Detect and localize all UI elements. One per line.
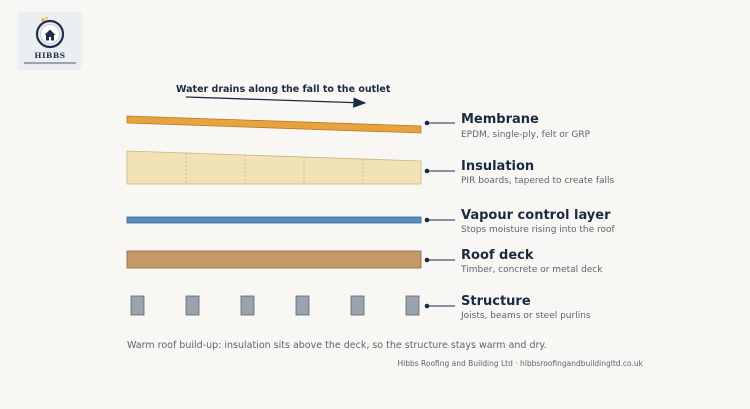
joist	[405, 295, 420, 316]
roof-deck-description: Timber, concrete or metal deck	[460, 265, 603, 275]
membrane-callout: Membrane EPDM, single-ply, felt or GRP	[424, 112, 591, 140]
roof-deck-layer	[126, 250, 422, 269]
joist	[185, 295, 200, 316]
deck-callout: Roof deck Timber, concrete or metal deck	[424, 248, 603, 275]
membrane-label: Membrane	[461, 112, 539, 127]
structure-callout: Structure Joists, beams or steel purlins	[424, 294, 591, 321]
membrane-description: EPDM, single-ply, felt or GRP	[461, 130, 591, 140]
diagram-caption: Warm roof build-up: insulation sits abov…	[127, 340, 547, 351]
joist	[240, 295, 255, 316]
vapour-control-label: Vapour control layer	[461, 208, 611, 223]
insulation-callout: Insulation PIR boards, tapered to create…	[424, 159, 615, 186]
membrane-layer	[126, 115, 422, 134]
vapour-callout: Vapour control layer Stops moisture risi…	[424, 208, 616, 235]
drainage-flow-arrow	[185, 96, 367, 108]
vapour-control-description: Stops moisture rising into the roof	[461, 225, 616, 235]
logo-tagline-bar	[24, 62, 76, 64]
structure-description: Joists, beams or steel purlins	[460, 311, 591, 321]
joist	[295, 295, 310, 316]
joist	[130, 295, 145, 316]
insulation-label: Insulation	[461, 159, 534, 174]
house-icon	[35, 16, 65, 49]
logo-brand-text: HIBBS	[34, 51, 66, 60]
company-logo: HIBBS	[18, 12, 82, 70]
vapour-control-layer	[126, 216, 422, 224]
insulation-description: PIR boards, tapered to create falls	[461, 176, 615, 186]
insulation-layer	[126, 150, 422, 185]
joist	[350, 295, 365, 316]
drainage-flow-label: Water drains along the fall to the outle…	[176, 84, 391, 95]
roof-deck-label: Roof deck	[461, 248, 534, 263]
company-credit: Hibbs Roofing and Building Ltd · hibbsro…	[397, 359, 643, 368]
structure-label: Structure	[461, 294, 531, 309]
structure-layer	[130, 295, 420, 316]
